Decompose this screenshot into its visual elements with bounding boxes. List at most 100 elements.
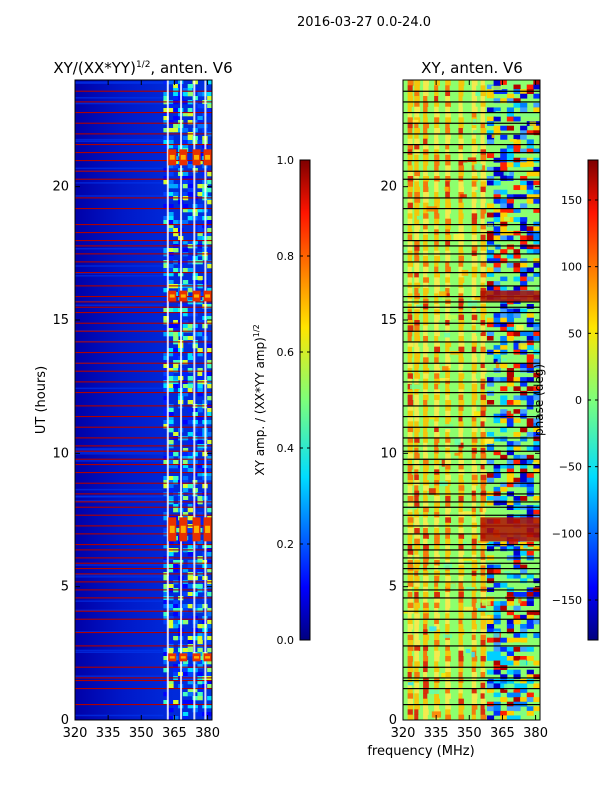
phase-cell: [414, 112, 420, 118]
heatmap-cell: [187, 460, 194, 465]
phase-cell: [458, 602, 464, 609]
phase-cell: [471, 405, 477, 411]
heatmap-streak: [75, 304, 164, 306]
phase-cell: [434, 437, 440, 443]
phase-cell: [407, 122, 413, 129]
heatmap-cell: [168, 140, 174, 145]
phase-cell: [500, 176, 508, 181]
heatmap-cell: [207, 348, 212, 353]
flag-row: [403, 197, 540, 199]
phase-cell: [493, 678, 501, 684]
heatmap-cell: [207, 696, 212, 701]
phase-cell: [423, 341, 428, 347]
x-tick-label: 320: [391, 726, 416, 741]
phase-cell: [445, 314, 451, 321]
phase-patch: [448, 314, 458, 320]
heatmap-cell: [173, 336, 179, 341]
phase-cell: [533, 418, 540, 424]
phase-cell: [520, 249, 528, 255]
phase-cell: [506, 148, 514, 154]
phase-cell: [506, 619, 514, 625]
phase-cell: [506, 441, 514, 447]
phase-cell: [500, 683, 508, 689]
phase-cell: [480, 224, 486, 230]
heatmap-cell: [163, 564, 169, 569]
heatmap-streak: [75, 195, 164, 197]
phase-cell: [533, 363, 540, 369]
phase-cell: [458, 453, 463, 459]
heatmap-cell: [207, 352, 212, 357]
heatmap-cell: [207, 344, 212, 349]
phase-cell: [526, 477, 534, 483]
heatmap-cell: [173, 352, 179, 357]
phase-cell: [434, 538, 440, 545]
phase-patch: [487, 245, 496, 250]
heatmap-cell: [163, 80, 169, 85]
phase-patch: [497, 358, 501, 364]
flag-row: [403, 589, 540, 591]
left-y-axis-label: UT (hours): [34, 366, 49, 434]
phase-cell: [480, 458, 486, 465]
heatmap-cell: [187, 356, 194, 361]
phase-cell: [407, 597, 414, 603]
phase-cell: [533, 226, 540, 232]
phase-patch: [518, 597, 522, 604]
heatmap-cell: [163, 484, 169, 489]
phase-cell: [445, 437, 451, 443]
heatmap-cell: [187, 360, 194, 365]
phase-cell: [458, 96, 463, 102]
phase-cell: [458, 373, 465, 379]
heatmap-cell: [207, 420, 212, 425]
heatmap-cell: [168, 456, 174, 461]
phase-cell: [480, 245, 487, 251]
heatmap-cell: [207, 188, 212, 193]
heatmap-cell: [163, 320, 169, 325]
heatmap-streak: [75, 576, 164, 578]
phase-cell: [513, 614, 521, 620]
phase-cell: [533, 660, 540, 666]
left-title-sup: 1/2: [136, 60, 150, 70]
phase-cell: [423, 160, 429, 166]
heatmap-streak: [75, 451, 164, 453]
phase-cell: [414, 400, 420, 406]
phase-cell: [407, 80, 414, 86]
phase-cell: [506, 678, 514, 684]
phase-cell: [493, 642, 501, 648]
heatmap-cell: [187, 560, 194, 565]
phase-cell: [445, 410, 451, 417]
flag-row: [75, 144, 212, 146]
phase-cell: [506, 171, 514, 177]
flag-row: [75, 704, 212, 706]
phase-patch: [442, 366, 449, 371]
phase-cell: [434, 122, 439, 129]
phase-cell: [513, 208, 521, 213]
phase-cell: [526, 400, 534, 405]
phase-cell: [434, 592, 440, 598]
phase-cell: [500, 203, 508, 209]
heatmap-cell: [163, 604, 169, 609]
phase-cell: [480, 501, 485, 507]
heatmap-cell: [168, 388, 174, 393]
heatmap-cell: [182, 184, 189, 189]
phase-cell: [445, 592, 450, 598]
phase-cell: [445, 133, 451, 139]
phase-cell: [471, 474, 478, 481]
phase-cell: [471, 336, 478, 342]
phase-cell: [434, 288, 440, 294]
phase-cell: [414, 544, 421, 550]
phase-cell: [471, 181, 477, 187]
phase-cell: [414, 421, 419, 427]
phase-cell: [486, 322, 495, 328]
phase-cell: [445, 90, 451, 97]
phase-cell: [493, 258, 501, 264]
phase-cell: [434, 394, 440, 401]
heatmap-cell: [187, 420, 194, 425]
y-tick-label: 0: [389, 713, 397, 728]
phase-cell: [520, 550, 528, 556]
heatmap-cell: [207, 200, 212, 205]
phase-cell: [407, 186, 413, 193]
heatmap-cell: [173, 716, 179, 720]
heatmap-cell: [182, 128, 189, 133]
heatmap-cell: [182, 328, 189, 333]
phase-cell: [445, 474, 451, 481]
